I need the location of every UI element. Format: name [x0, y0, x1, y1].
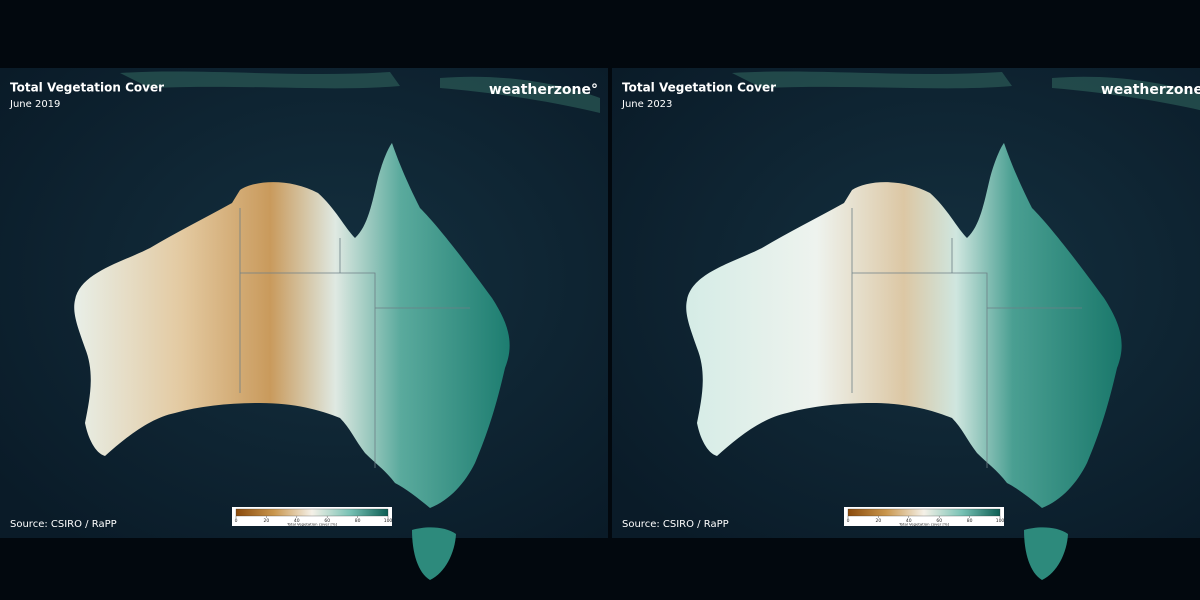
source: Source: CSIRO / RaPP [622, 519, 729, 530]
legend-label: Total Vegetation cover [%] [286, 521, 338, 526]
islands [732, 71, 1200, 111]
legend-tick-label: 100 [996, 518, 1005, 524]
map-title: Total Vegetation Cover [10, 81, 164, 95]
map-panel: Total Vegetation Cover June 2023 weatherzo… [612, 68, 1200, 580]
tasmania [1024, 527, 1068, 580]
color-bar [235, 508, 389, 517]
state-borders [851, 208, 1082, 468]
legend-tick-label: 80 [355, 518, 361, 524]
brand: weatherzone° [489, 82, 598, 98]
legend-tick-label: 0 [847, 518, 850, 524]
legend-tick-label: 40 [294, 518, 300, 524]
legend-tick-label: 20 [264, 518, 270, 524]
brand: weatherzone° [1101, 82, 1200, 98]
legend-tick-label: 60 [936, 518, 942, 524]
map-panel: Total Vegetation Cover June 2019 weatherzo… [0, 68, 608, 580]
map-title: Total Vegetation Cover [622, 81, 776, 95]
mainland [74, 143, 510, 508]
legend-label: Total Vegetation cover [%] [898, 521, 950, 526]
legend-tick-label: 40 [906, 518, 912, 524]
legend-tick-label: 20 [876, 518, 882, 524]
legend-tick-label: 60 [324, 518, 330, 524]
state-borders [239, 208, 470, 468]
color-bar [847, 508, 1001, 517]
legend-tick-label: 80 [967, 518, 973, 524]
islands [120, 71, 600, 113]
map-subtitle: June 2023 [621, 99, 672, 110]
source: Source: CSIRO / RaPP [10, 519, 117, 530]
legend-tick-label: 0 [235, 518, 238, 524]
mainland [686, 143, 1122, 508]
legend-tick-label: 100 [384, 518, 393, 524]
tasmania [412, 527, 456, 580]
map-subtitle: June 2019 [9, 99, 60, 110]
